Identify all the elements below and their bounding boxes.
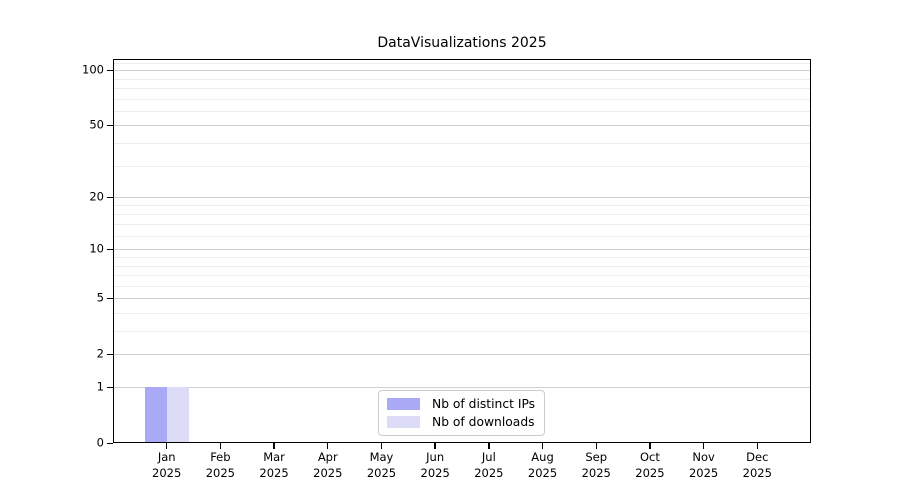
y-tick-mark (107, 353, 113, 356)
gridline-major (113, 125, 811, 127)
x-tick-label-jun: Jun 2025 (420, 450, 450, 480)
gridline-major (113, 249, 811, 251)
legend-swatch-downloads (387, 416, 420, 428)
x-tick-mark (756, 443, 758, 449)
gridline-minor (113, 224, 811, 226)
x-tick-label-aug: Aug 2025 (527, 450, 558, 480)
gridline-minor (113, 78, 811, 80)
x-tick-label-dec: Dec 2025 (742, 450, 772, 480)
legend-item-downloads: Nb of downloads (387, 415, 536, 429)
gridline-minor (113, 331, 811, 332)
gridline-minor (113, 275, 811, 277)
x-tick-mark (541, 443, 544, 449)
y-tick-mark (107, 69, 113, 72)
gridline-minor (113, 265, 811, 267)
x-tick-label-apr: Apr 2025 (313, 450, 343, 480)
x-tick-label-oct: Oct 2025 (635, 450, 665, 480)
y-tick-label: 1 (96, 379, 104, 394)
gridline-minor (113, 214, 811, 216)
gridline-major (113, 197, 811, 199)
gridlines-layer (113, 59, 811, 443)
gridline-major (113, 387, 811, 388)
y-tick-label: 5 (96, 290, 104, 305)
bar-jan-downloads (166, 387, 189, 443)
gridline-minor (113, 110, 811, 112)
gridline-minor (113, 165, 811, 167)
y-tick-mark (107, 196, 113, 198)
gridline-minor (113, 88, 811, 89)
legend-swatch-distinct-ips (387, 398, 420, 410)
y-tick-mark (107, 124, 113, 127)
gridline-minor (113, 205, 811, 207)
legend-label-distinct-ips: Nb of distinct IPs (432, 397, 536, 411)
x-tick-mark (380, 443, 383, 449)
y-tick-mark (107, 442, 113, 444)
x-tick-mark (488, 443, 490, 449)
gridline-minor (113, 62, 811, 64)
x-tick-mark (702, 443, 705, 449)
legend: Nb of distinct IPs Nb of downloads (378, 390, 545, 436)
x-tick-label-sep: Sep 2025 (581, 450, 611, 480)
x-tick-label-feb: Feb 2025 (205, 450, 236, 480)
x-tick-mark (273, 443, 275, 449)
gridline-minor (113, 98, 811, 100)
x-tick-label-jul: Jul 2025 (474, 450, 504, 480)
y-tick-label: 100 (82, 62, 104, 77)
x-tick-mark (165, 443, 168, 449)
gridline-minor (113, 312, 811, 314)
gridline-major (113, 298, 811, 300)
x-tick-mark (649, 443, 651, 449)
x-tick-label-jan: Jan 2025 (152, 450, 182, 480)
legend-label-downloads: Nb of downloads (432, 415, 535, 429)
x-tick-label-may: May 2025 (366, 450, 397, 480)
x-tick-mark (434, 443, 436, 449)
y-tick-label: 2 (96, 346, 104, 361)
y-tick-mark (107, 248, 113, 251)
gridline-minor (113, 256, 811, 258)
y-tick-mark (107, 297, 113, 300)
x-tick-label-mar: Mar 2025 (259, 450, 289, 480)
gridline-minor (113, 235, 811, 237)
gridline-minor (113, 143, 811, 144)
y-tick-label: 50 (89, 118, 104, 133)
bar-jan-distinct-ips (144, 387, 167, 443)
x-tick-mark (327, 443, 329, 449)
x-tick-label-nov: Nov 2025 (688, 450, 719, 480)
gridline-major (113, 70, 811, 72)
legend-item-distinct-ips: Nb of distinct IPs (387, 397, 536, 411)
y-tick-label: 10 (89, 242, 104, 257)
y-tick-mark (107, 386, 113, 388)
gridline-major (113, 354, 811, 356)
gridline-minor (113, 285, 811, 287)
chart-title: DataVisualizations 2025 (377, 35, 547, 51)
y-tick-label: 0 (96, 435, 104, 450)
y-tick-label: 20 (89, 189, 104, 204)
bars-layer (113, 59, 811, 443)
x-tick-mark (219, 443, 222, 449)
x-tick-mark (595, 443, 597, 449)
